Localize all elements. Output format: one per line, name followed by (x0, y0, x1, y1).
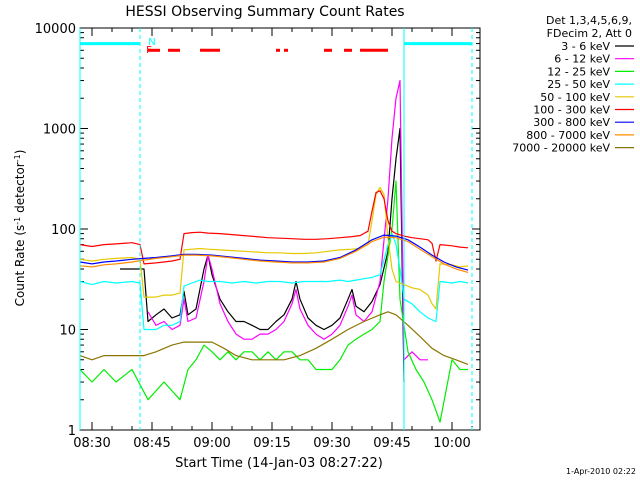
legend-header-line-2: FDecim 2, Att 0 (547, 27, 632, 40)
flags-layer (79, 28, 473, 430)
legend-label-1: 3 - 6 keV (561, 40, 610, 53)
legend-label-6: 100 - 300 keV (533, 104, 610, 117)
series-line-8 (79, 236, 469, 273)
legend: Det 1,3,4,5,6,9, FDecim 2, Att 0 3 - 6 k… (512, 14, 634, 155)
legend-label-4: 25 - 50 keV (547, 78, 610, 91)
x-tick-label: 09:00 (193, 436, 230, 451)
series-line-2 (147, 79, 428, 361)
series-line-6 (79, 190, 469, 265)
legend-label-3: 12 - 25 keV (547, 65, 610, 78)
legend-label-9: 7000 - 20000 keV (512, 142, 610, 155)
x-tick-label: 10:00 (433, 436, 470, 451)
series-line-9 (79, 311, 469, 365)
legend-label-8: 800 - 7000 keV (526, 129, 610, 142)
x-tick-label: 09:30 (313, 436, 350, 451)
plot-frame (79, 27, 481, 431)
chart-title: HESSI Observing Summary Count Rates (125, 4, 404, 20)
x-tick-label: 09:15 (253, 436, 290, 451)
y-axis-label-end: ) (13, 150, 27, 155)
axes-layer: 1 10 100 1000 10000 08:30 08:45 09:00 09:15 09:30… (35, 22, 481, 451)
y-tick-label: 100 (51, 223, 76, 238)
y-tick-label: 1000 (43, 123, 76, 138)
y-axis-label: Count Rate (s-1 detector-1) (13, 150, 28, 307)
series-line-4 (79, 233, 469, 331)
x-axis-label: Start Time (14-Jan-03 08:27:22) (175, 456, 383, 471)
series-line-5 (79, 186, 469, 310)
y-tick-label: 10000 (35, 22, 76, 37)
flag-f-label: F (146, 45, 152, 56)
legend-label-7: 300 - 800 keV (533, 116, 610, 129)
series-layer (79, 79, 469, 423)
y-axis-label-sup1: -1 (13, 217, 22, 225)
y-axis-label-mid: detector (13, 162, 27, 217)
series-line-3 (79, 180, 468, 423)
x-tick-label: 09:45 (373, 436, 410, 451)
footer-date: 1-Apr-2010 02:22 (566, 467, 636, 476)
y-tick-label: 1 (68, 424, 76, 439)
legend-label-2: 6 - 12 keV (554, 53, 610, 66)
flag-n-label: N (148, 37, 155, 48)
y-axis-label-base: Count Rate (s (13, 225, 27, 307)
x-tick-label: 08:30 (73, 436, 110, 451)
y-axis-label-sup2: -1 (13, 154, 22, 162)
series-line-7 (79, 234, 469, 271)
legend-label-5: 50 - 100 keV (540, 91, 610, 104)
legend-header-line-1: Det 1,3,4,5,6,9, (546, 14, 632, 27)
series-line-1 (120, 127, 405, 383)
y-tick-label: 10 (59, 324, 76, 339)
x-tick-label: 08:45 (133, 436, 170, 451)
